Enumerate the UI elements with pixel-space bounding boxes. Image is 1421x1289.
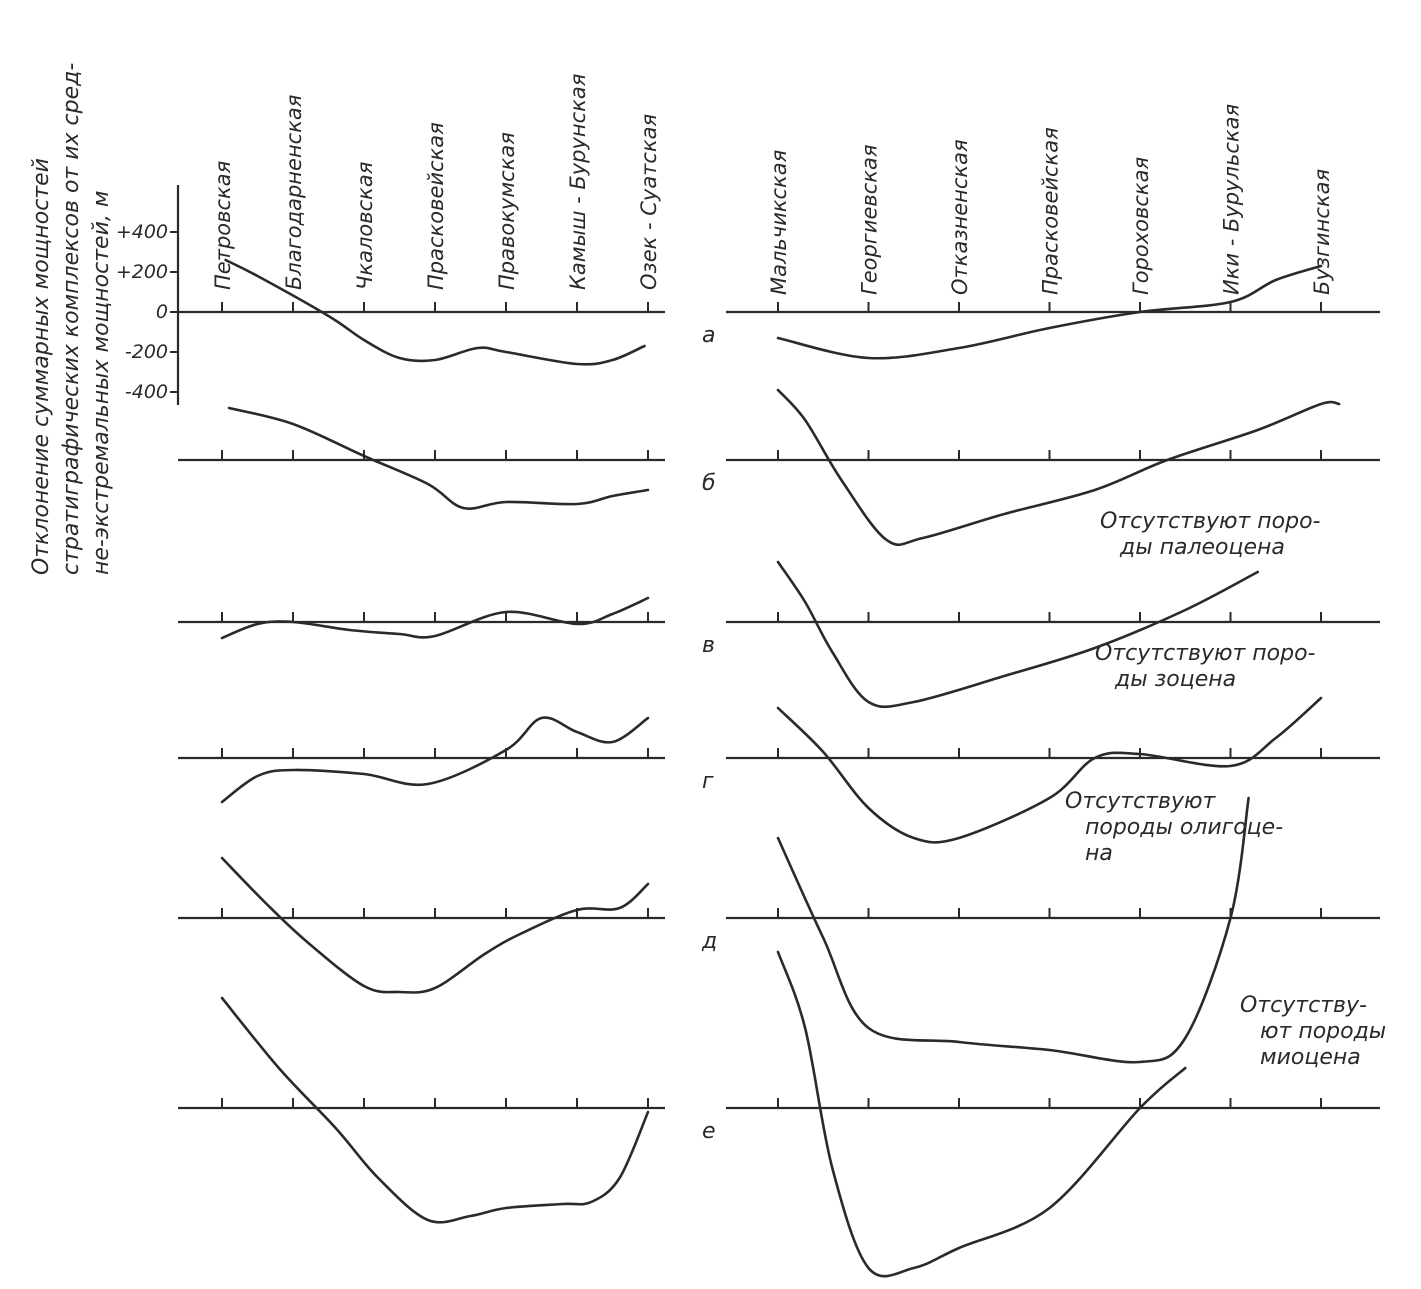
panel-left-2: в — [178, 596, 715, 658]
station-label: Прасковейская — [1039, 127, 1063, 295]
panel-left-0: а — [178, 258, 715, 366]
panel-letter: е — [702, 1119, 716, 1144]
station-label: Правокумская — [495, 132, 519, 290]
absence-annotation: Отсутствуют — [1065, 789, 1216, 814]
station-label: Озек - Суатская — [637, 114, 661, 290]
y-tick-label: -400 — [125, 381, 168, 403]
panel-right-4 — [726, 796, 1380, 1064]
station-label: Чкаловская — [353, 162, 377, 290]
absence-annotation: породы олигоце- — [1085, 815, 1283, 840]
series-line — [220, 996, 650, 1224]
station-label: Прасковейская — [424, 122, 448, 290]
station-label: Отказненская — [948, 139, 972, 295]
series-line — [776, 264, 1323, 360]
chart-panels: +400 +200 0 -200 -400 Петровская Благодарненск… — [116, 74, 1386, 1278]
absence-annotation: на — [1085, 841, 1113, 866]
panel-left-4: д — [178, 856, 717, 994]
absence-annotation: Отсутствуют поро- — [1100, 509, 1321, 534]
station-label: Камыш - Бурунская — [566, 74, 590, 290]
y-axis-label: Отклонение суммарных мощностей стратигра… — [29, 63, 114, 575]
series-line — [227, 406, 650, 510]
station-label: Мальчикская — [767, 150, 791, 295]
panel-left-5: е — [178, 996, 716, 1224]
y-tick-label: +200 — [116, 261, 168, 283]
y-axis-label-line-3: не-экстремальных мощностей, м — [89, 191, 114, 575]
series-line — [776, 796, 1250, 1064]
series-line — [220, 596, 650, 640]
series-line — [776, 560, 1259, 709]
station-label: Гороховская — [1129, 157, 1153, 295]
station-label: Петровская — [211, 161, 235, 290]
absence-annotation: ды палеоцена — [1119, 535, 1285, 560]
absence-annotation: миоцена — [1260, 1045, 1361, 1070]
absence-annotation: Отсутству- — [1240, 993, 1367, 1018]
profile-right: Мальчикская Георгиевская Отказненская Праск… — [726, 104, 1386, 1278]
station-label: Ики - Бурульская — [1220, 104, 1244, 295]
absence-annotation: ют породы — [1260, 1019, 1386, 1044]
y-tick-label: 0 — [156, 301, 168, 323]
y-axis-label-line-2: стратиграфических комплексов от их сред- — [59, 63, 84, 575]
absence-annotation: ды зоцена — [1114, 667, 1236, 692]
panel-letter: г — [702, 769, 714, 794]
panel-left-3: г — [178, 716, 714, 804]
profile-left: Петровская Благодарненская Чкаловская Праск… — [178, 74, 717, 1224]
station-label: Бузгинская — [1310, 169, 1334, 295]
absence-annotation: Отсутствуют поро- — [1095, 641, 1316, 666]
series-line — [224, 258, 646, 366]
series-line — [220, 716, 650, 804]
station-label: Георгиевская — [858, 144, 882, 295]
y-tick-label: -200 — [125, 341, 168, 363]
panel-letter: д — [701, 929, 717, 954]
y-axis-label-line-1: Отклонение суммарных мощностей — [29, 158, 54, 575]
y-tick-label: +400 — [116, 221, 168, 243]
panel-right-2: Отсутствуют поро-ды зоцена — [726, 560, 1380, 709]
station-label: Благодарненская — [282, 95, 306, 290]
series-line — [776, 696, 1323, 844]
series-line — [220, 856, 650, 994]
panel-letter: а — [702, 323, 715, 348]
series-line — [776, 388, 1341, 547]
panel-letter: в — [702, 633, 715, 658]
series-line — [776, 950, 1187, 1278]
panel-right-1: Отсутствуют поро-ды палеоцена — [726, 388, 1380, 560]
panel-right-0 — [726, 264, 1380, 360]
panel-left-1: б — [178, 406, 716, 510]
panel-letter: б — [702, 471, 716, 496]
